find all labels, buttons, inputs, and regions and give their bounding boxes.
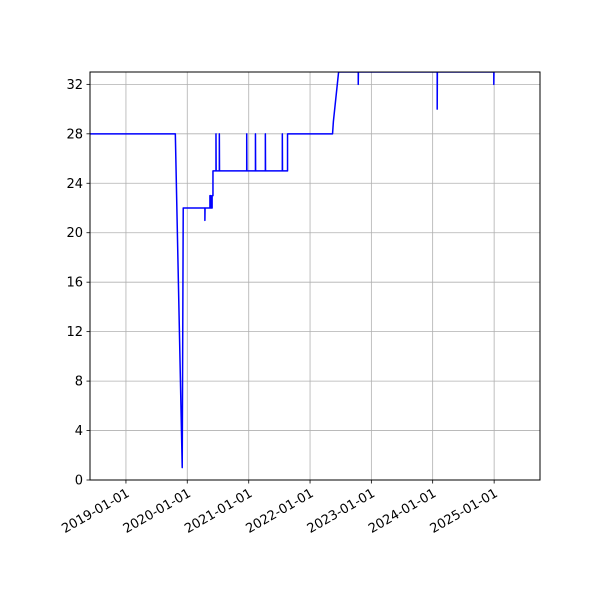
y-tick-label: 8 [75, 375, 83, 390]
y-tick-label: 24 [66, 177, 83, 192]
y-tick-label: 28 [66, 127, 83, 142]
y-axis: 0 4 8 12 16 20 24 28 32 [66, 78, 90, 489]
series-line-0 [90, 72, 495, 469]
y-tick-label: 32 [66, 78, 83, 93]
y-tick-label: 4 [75, 424, 83, 439]
series-layer [90, 72, 495, 469]
y-tick-label: 12 [66, 325, 83, 340]
y-tick-label: 20 [66, 226, 83, 241]
y-tick-label: 16 [66, 276, 83, 291]
plot-frame [89, 71, 541, 481]
y-tick-label: 0 [75, 474, 83, 489]
